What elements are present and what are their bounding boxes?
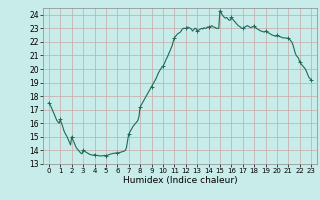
X-axis label: Humidex (Indice chaleur): Humidex (Indice chaleur)	[123, 176, 237, 185]
